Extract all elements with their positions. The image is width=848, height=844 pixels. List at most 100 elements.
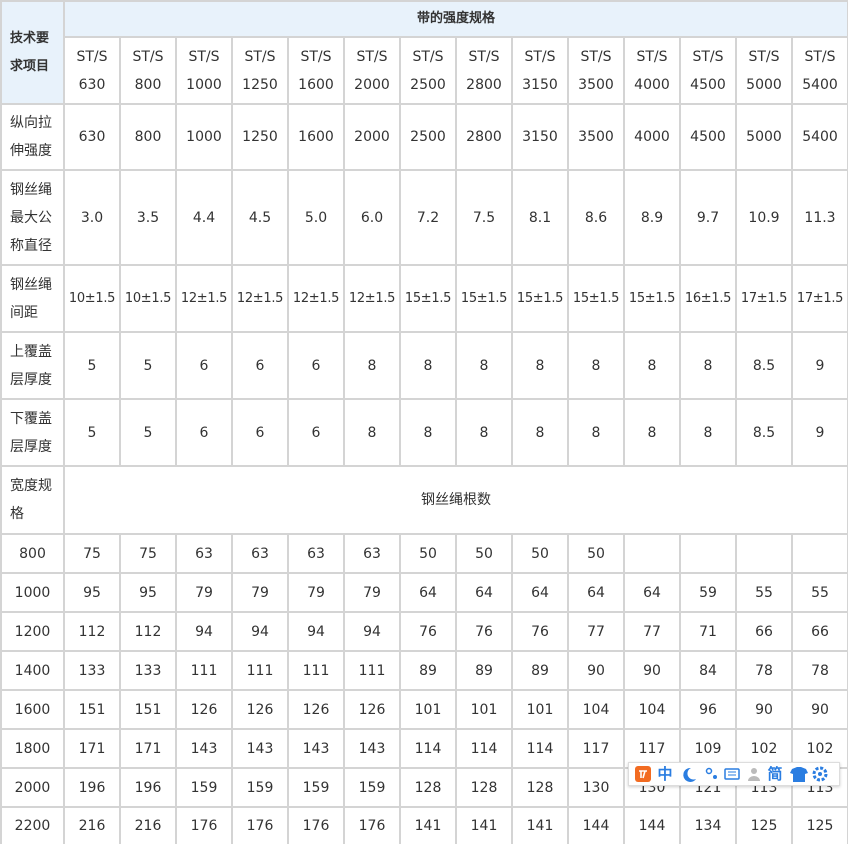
ime-logo-glyph <box>639 770 647 779</box>
cell: 63 <box>231 533 289 574</box>
corner-header: 技术要求项目 <box>0 0 65 105</box>
cell: 10.9 <box>735 169 793 266</box>
row-label: 钢丝绳最大公称直径 <box>0 169 65 266</box>
cell: 76 <box>511 611 569 652</box>
cell: 55 <box>790 572 848 613</box>
cell: 8 <box>511 331 569 400</box>
cell <box>679 533 737 574</box>
cell: 6 <box>231 398 289 467</box>
ime-settings[interactable] <box>812 766 828 782</box>
cell: 79 <box>287 572 345 613</box>
cell: 5 <box>119 331 177 400</box>
spec-header: ST/S 1000 <box>175 36 233 105</box>
cell: 1250 <box>231 103 289 171</box>
cell: 8.1 <box>511 169 569 266</box>
cell: 176 <box>287 806 345 844</box>
cell: 126 <box>287 689 345 730</box>
table-row: 宽度规格 钢丝绳根数 <box>0 465 848 535</box>
cell: 6 <box>231 331 289 400</box>
cell: 143 <box>175 728 233 769</box>
cell: 16±1.5 <box>679 264 737 333</box>
cell: 171 <box>119 728 177 769</box>
cell: 78 <box>790 650 848 691</box>
cell: 151 <box>63 689 121 730</box>
cell: 8 <box>567 331 625 400</box>
cell: 216 <box>119 806 177 844</box>
cell: 159 <box>175 767 233 808</box>
cell: 114 <box>399 728 457 769</box>
width-label: 1000 <box>0 572 65 613</box>
cell <box>623 533 681 574</box>
cell: 64 <box>623 572 681 613</box>
cell: 90 <box>623 650 681 691</box>
cell: 101 <box>455 689 513 730</box>
ime-user-body <box>748 776 760 781</box>
cell: 78 <box>735 650 793 691</box>
row-label: 下覆盖层厚度 <box>0 398 65 467</box>
table-row: 1200 112 112 94 94 94 94 76 76 76 77 77 71 66 66 <box>0 611 848 652</box>
width-label: 2200 <box>0 806 65 844</box>
cell: 17±1.5 <box>735 264 793 333</box>
cell: 63 <box>287 533 345 574</box>
cell: 94 <box>343 611 401 652</box>
cell: 111 <box>343 650 401 691</box>
width-label: 800 <box>0 533 65 574</box>
ime-keyboard[interactable] <box>724 768 740 780</box>
spec-header: ST/S 2000 <box>343 36 401 105</box>
ime-toolbar[interactable]: 中 简 <box>628 762 840 786</box>
ime-mode[interactable]: 中 <box>657 765 672 783</box>
cell: 12±1.5 <box>175 264 233 333</box>
cell: 5 <box>63 398 121 467</box>
width-label: 1600 <box>0 689 65 730</box>
cell: 7.2 <box>399 169 457 266</box>
cell: 63 <box>343 533 401 574</box>
cell: 8 <box>399 398 457 467</box>
cell: 64 <box>399 572 457 613</box>
cell: 8 <box>679 398 737 467</box>
ime-charset[interactable]: 简 <box>767 765 782 783</box>
ime-punct-dot <box>713 775 717 779</box>
cell: 143 <box>287 728 345 769</box>
cell: 8 <box>623 398 681 467</box>
cell: 141 <box>455 806 513 844</box>
cell: 15±1.5 <box>623 264 681 333</box>
spec-header: ST/S 1250 <box>231 36 289 105</box>
ime-skin[interactable] <box>790 767 808 782</box>
cell: 9.7 <box>679 169 737 266</box>
cell: 117 <box>567 728 625 769</box>
group-header: 带的强度规格 <box>62 0 848 38</box>
spec-header: ST/S 800 <box>119 36 177 105</box>
ime-punct[interactable] <box>705 767 713 775</box>
cell <box>790 533 848 574</box>
cell: 17±1.5 <box>790 264 848 333</box>
cell: 176 <box>231 806 289 844</box>
ime-logo[interactable] <box>635 766 651 782</box>
cell: 8.6 <box>567 169 625 266</box>
ime-moon[interactable] <box>683 767 696 782</box>
cell: 5 <box>119 398 177 467</box>
ime-user[interactable] <box>751 768 757 774</box>
cell: 90 <box>567 650 625 691</box>
cell: 10±1.5 <box>63 264 121 333</box>
cell: 79 <box>343 572 401 613</box>
cell: 84 <box>679 650 737 691</box>
cell: 50 <box>399 533 457 574</box>
cell: 66 <box>735 611 793 652</box>
cell: 4500 <box>679 103 737 171</box>
cell: 171 <box>63 728 121 769</box>
cell: 2500 <box>399 103 457 171</box>
cell: 1600 <box>287 103 345 171</box>
cell: 196 <box>63 767 121 808</box>
cell: 216 <box>63 806 121 844</box>
row-label: 钢丝绳间距 <box>0 264 65 333</box>
spec-header: ST/S 4000 <box>623 36 681 105</box>
cell: 8 <box>399 331 457 400</box>
cell: 50 <box>455 533 513 574</box>
cell: 10±1.5 <box>119 264 177 333</box>
ime-toolbar-icons: 中 简 <box>635 765 828 783</box>
cell: 159 <box>343 767 401 808</box>
spec-header: ST/S 4500 <box>679 36 737 105</box>
cell: 126 <box>231 689 289 730</box>
cell: 90 <box>735 689 793 730</box>
cell: 111 <box>175 650 233 691</box>
